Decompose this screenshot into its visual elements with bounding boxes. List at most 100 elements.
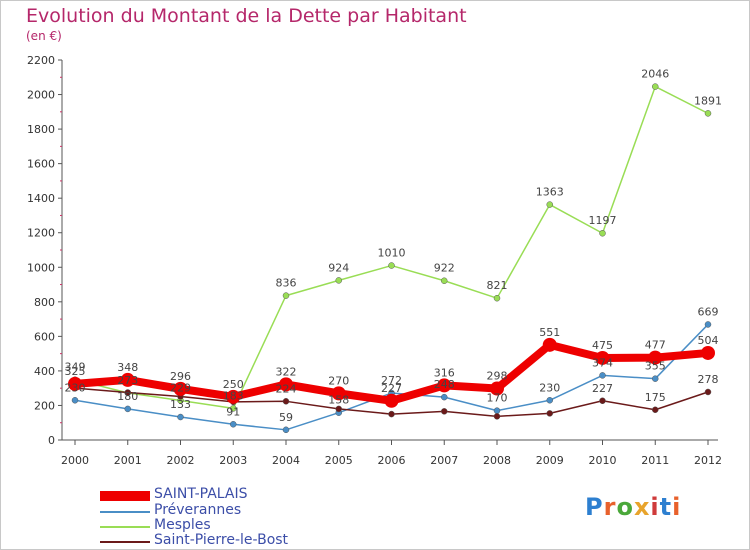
data-point xyxy=(599,397,606,405)
logo-letter: x xyxy=(633,493,651,521)
data-label: 224 xyxy=(276,382,297,395)
data-label: 158 xyxy=(328,394,349,407)
legend-label-preverannes: Préverannes xyxy=(154,502,242,518)
data-point xyxy=(335,405,342,413)
data-label: 59 xyxy=(279,411,293,424)
data-label: 1363 xyxy=(536,186,564,199)
data-label: 475 xyxy=(592,339,613,352)
y-tick-label: 800 xyxy=(34,296,55,309)
data-label: 1010 xyxy=(378,247,406,260)
data-label: 348 xyxy=(117,361,138,374)
data-point xyxy=(441,277,448,284)
data-point xyxy=(226,389,241,404)
legend-item-mesples: Mesples xyxy=(100,517,360,535)
legend-item-saint-palais: SAINT-PALAIS xyxy=(100,486,360,504)
data-point xyxy=(282,398,290,405)
data-label: 278 xyxy=(698,373,719,386)
data-label: 230 xyxy=(65,381,86,394)
y-tick-label: 1400 xyxy=(27,192,55,205)
data-label: 229 xyxy=(170,381,191,394)
data-label: 273 xyxy=(117,374,138,387)
data-label: 227 xyxy=(381,382,402,395)
data-point xyxy=(120,372,135,387)
y-tick-label: 200 xyxy=(34,399,55,412)
data-point xyxy=(68,376,82,391)
data-point xyxy=(279,377,293,392)
data-label: 349 xyxy=(65,361,86,374)
legend-item-preverannes: Préverannes xyxy=(100,502,360,520)
data-label: 250 xyxy=(223,378,244,391)
x-tick-label: 2009 xyxy=(536,454,564,467)
legend-swatch-saint-pierre-le-bost xyxy=(100,541,150,543)
data-label: 325 xyxy=(65,365,86,378)
data-point xyxy=(493,413,501,420)
data-label: 272 xyxy=(381,374,402,387)
proxiti-logo: Proxiti xyxy=(585,493,681,521)
data-label: 227 xyxy=(592,382,613,395)
x-tick-label: 2000 xyxy=(61,454,89,467)
data-point xyxy=(437,378,452,393)
logo-letter: t xyxy=(659,493,673,521)
x-tick-label: 2011 xyxy=(641,454,669,467)
data-point xyxy=(388,262,395,269)
x-tick-label: 2008 xyxy=(483,454,511,467)
data-label: 230 xyxy=(539,381,560,394)
x-tick-label: 2005 xyxy=(325,454,353,467)
x-tick-label: 2006 xyxy=(378,454,406,467)
legend-swatch-preverannes xyxy=(100,511,150,513)
data-label: 270 xyxy=(328,374,349,387)
legend-label-saint-pierre-le-bost: Saint-Pierre-le-Bost xyxy=(154,532,289,548)
data-label: 183 xyxy=(223,389,244,402)
data-point xyxy=(648,350,663,365)
data-point xyxy=(652,375,659,382)
x-tick-label: 2004 xyxy=(272,454,300,467)
data-label: 355 xyxy=(645,360,666,373)
data-label: 2046 xyxy=(641,68,669,81)
x-tick-label: 2007 xyxy=(430,454,458,467)
data-point xyxy=(493,294,501,302)
data-label: 922 xyxy=(434,262,455,275)
data-label: 133 xyxy=(170,398,191,411)
data-point xyxy=(704,321,712,328)
data-point xyxy=(124,405,131,413)
data-point xyxy=(704,388,712,396)
data-point xyxy=(546,410,553,417)
data-point xyxy=(177,413,184,421)
legend-label-saint-palais: SAINT-PALAIS xyxy=(154,486,248,502)
logo-letter: i xyxy=(650,493,660,521)
logo-letter: o xyxy=(616,493,634,521)
data-label: 504 xyxy=(698,334,719,347)
data-point xyxy=(230,405,237,412)
y-tick-label: 1600 xyxy=(27,158,55,171)
data-point xyxy=(173,381,188,396)
legend-swatch-mesples xyxy=(100,526,150,528)
chart-title: Evolution du Montant de la Dette par Hab… xyxy=(26,5,467,27)
chart-subtitle: (en €) xyxy=(26,29,62,43)
legend-item-saint-pierre-le-bost: Saint-Pierre-le-Bost xyxy=(100,532,360,550)
data-label: 374 xyxy=(592,356,613,369)
data-point xyxy=(652,406,659,414)
data-point xyxy=(124,389,131,396)
data-point xyxy=(546,397,553,404)
y-tick-label: 600 xyxy=(34,330,55,343)
data-point xyxy=(331,386,346,401)
data-label: 1891 xyxy=(694,94,722,107)
data-point xyxy=(595,350,610,365)
data-point xyxy=(493,407,501,414)
x-tick-label: 2001 xyxy=(114,454,142,467)
x-tick-label: 2003 xyxy=(219,454,247,467)
data-label: 821 xyxy=(487,279,508,292)
logo-letter: r xyxy=(603,493,617,521)
data-point xyxy=(652,83,659,90)
y-tick-label: 2000 xyxy=(27,89,55,102)
logo-letter: i xyxy=(672,493,682,521)
data-point xyxy=(441,393,448,401)
y-tick-label: 1000 xyxy=(27,261,55,274)
data-label: 836 xyxy=(276,277,297,290)
data-label: 175 xyxy=(645,391,666,404)
data-label: 296 xyxy=(170,370,191,383)
data-label: 91 xyxy=(226,405,240,418)
y-tick-label: 2200 xyxy=(27,54,55,67)
